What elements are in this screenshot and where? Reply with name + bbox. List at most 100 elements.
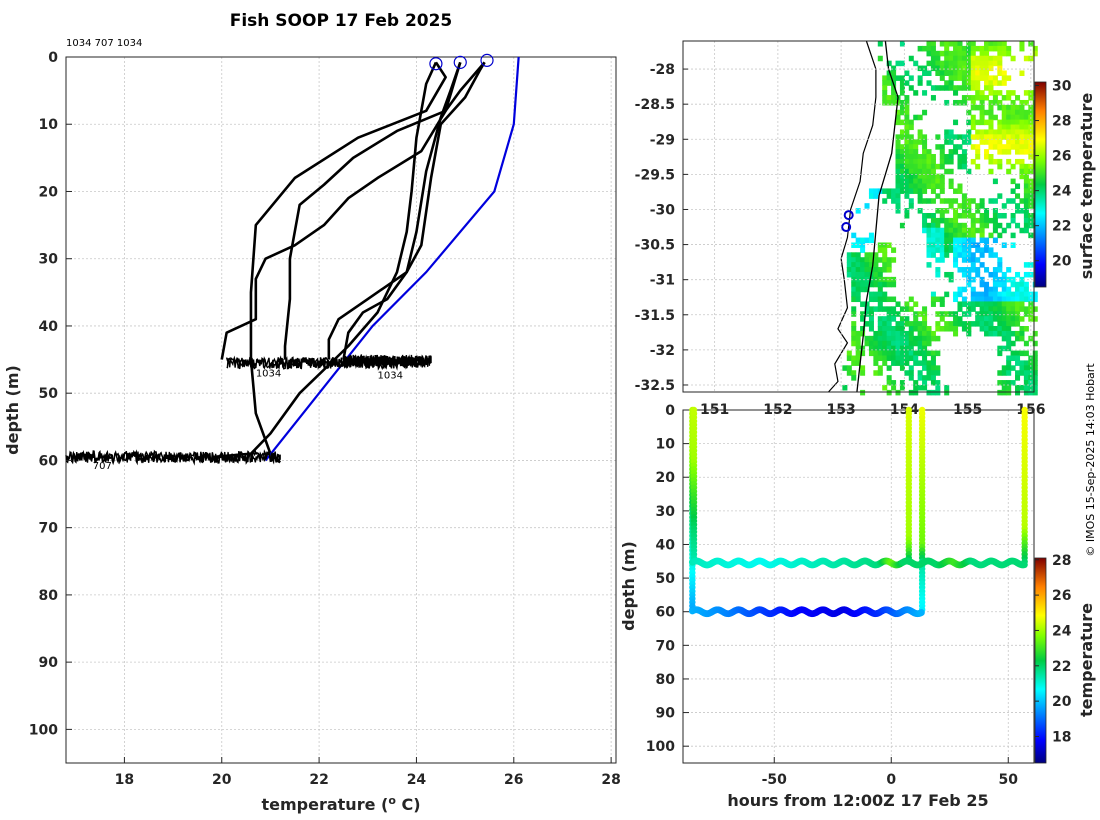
sst-cell — [1028, 124, 1034, 131]
sst-cell — [961, 60, 967, 67]
sst-cell — [930, 217, 936, 224]
sst-cell — [944, 271, 950, 278]
sst-cell — [926, 242, 932, 248]
sst-cell — [904, 355, 910, 362]
sst-cell — [944, 321, 950, 327]
x-tick-label: 22 — [309, 772, 328, 788]
sst-cell — [975, 65, 981, 72]
sst-cell — [953, 149, 959, 155]
sst-cell — [1019, 350, 1025, 357]
sst-cell — [891, 281, 897, 288]
sst-cell — [913, 335, 919, 342]
sst-cell — [966, 311, 972, 317]
sst-cell — [939, 85, 945, 91]
sst-cell — [970, 119, 976, 126]
sst-cell — [908, 375, 914, 381]
sst-cell — [1032, 365, 1038, 371]
sst-cell — [961, 301, 967, 307]
sst-cell — [961, 134, 967, 140]
sst-cell — [913, 188, 919, 194]
sst-cell — [1019, 306, 1025, 312]
sst-cell — [1010, 217, 1016, 224]
sst-cell — [997, 306, 1003, 312]
sst-cell — [1010, 198, 1016, 204]
sst-cell — [935, 227, 941, 234]
sst-cell — [855, 360, 861, 366]
sst-cell — [1019, 124, 1025, 131]
sst-cell — [922, 45, 928, 52]
sst-cell — [997, 60, 1003, 67]
sst-cell — [930, 360, 936, 366]
sst-cell — [1023, 222, 1029, 229]
sst-cell — [979, 262, 985, 268]
sst-cell — [939, 188, 945, 194]
sst-cell — [891, 198, 897, 204]
bottom-band-label: 707 — [93, 461, 112, 472]
sst-cell — [1015, 158, 1021, 165]
ts-colorbar-tick-label: 22 — [1052, 659, 1071, 675]
map-colorbar-ticks: 20 22 24 26 28 30 — [1035, 79, 1072, 270]
timeseries-axes-box — [682, 409, 1035, 764]
sst-cell — [953, 247, 959, 253]
sst-cell — [948, 217, 954, 224]
sst-cell — [1006, 365, 1012, 371]
sst-cell — [966, 301, 972, 307]
y-tick-label: 20 — [39, 184, 59, 200]
sst-cell — [873, 296, 879, 303]
sst-cell — [1006, 360, 1012, 366]
sst-cell — [975, 45, 981, 52]
sst-cell — [944, 384, 950, 391]
sst-cell — [899, 144, 905, 150]
sst-cell — [1015, 389, 1021, 396]
sst-cell — [864, 286, 870, 293]
sst-cell — [1006, 330, 1012, 337]
sst-cell — [948, 139, 954, 145]
sst-cell — [1019, 109, 1025, 116]
sst-cell — [966, 80, 972, 86]
sst-cell — [935, 365, 941, 371]
sst-cell — [979, 247, 985, 253]
sst-cell — [966, 267, 972, 273]
sst-cell — [992, 237, 998, 244]
profile-line-1 — [249, 61, 447, 464]
sst-cell — [908, 158, 914, 165]
ts-sample-point — [1021, 561, 1028, 569]
sst-cell — [922, 360, 928, 366]
sst-cell — [953, 134, 959, 140]
sst-cell — [899, 154, 905, 160]
sst-cell — [895, 389, 901, 396]
sst-cell — [944, 45, 950, 52]
sst-cell — [935, 222, 941, 229]
sst-cell — [984, 316, 990, 322]
sst-cell — [868, 252, 874, 258]
sst-cell — [939, 257, 945, 263]
sst-cell — [895, 109, 901, 116]
map-axes-box — [682, 40, 1035, 393]
sst-cell — [1006, 104, 1012, 111]
sst-cell — [1028, 41, 1034, 47]
sst-cell — [904, 350, 910, 357]
sst-cell — [1019, 330, 1025, 337]
sst-cell — [953, 262, 959, 268]
sst-cell — [1015, 306, 1021, 312]
sst-cell — [917, 154, 923, 160]
sst-cell — [948, 41, 954, 47]
sst-cell — [1010, 129, 1016, 135]
sst-cell — [992, 212, 998, 219]
sst-cell — [873, 345, 879, 352]
x-tick-label: 24 — [407, 772, 427, 788]
sst-cell — [860, 242, 866, 248]
sst-cell — [895, 168, 901, 175]
sst-cell — [953, 70, 959, 76]
sst-cell — [992, 291, 998, 298]
sst-cell — [877, 316, 883, 322]
sst-cell — [922, 365, 928, 371]
sst-cell — [926, 45, 932, 52]
sst-cell — [1019, 296, 1025, 303]
sst-cell — [895, 311, 901, 317]
sst-cell — [979, 104, 985, 111]
sst-cell — [1006, 139, 1012, 145]
sst-cell — [997, 124, 1003, 131]
sst-cell — [1006, 149, 1012, 155]
sst-cell — [939, 163, 945, 170]
